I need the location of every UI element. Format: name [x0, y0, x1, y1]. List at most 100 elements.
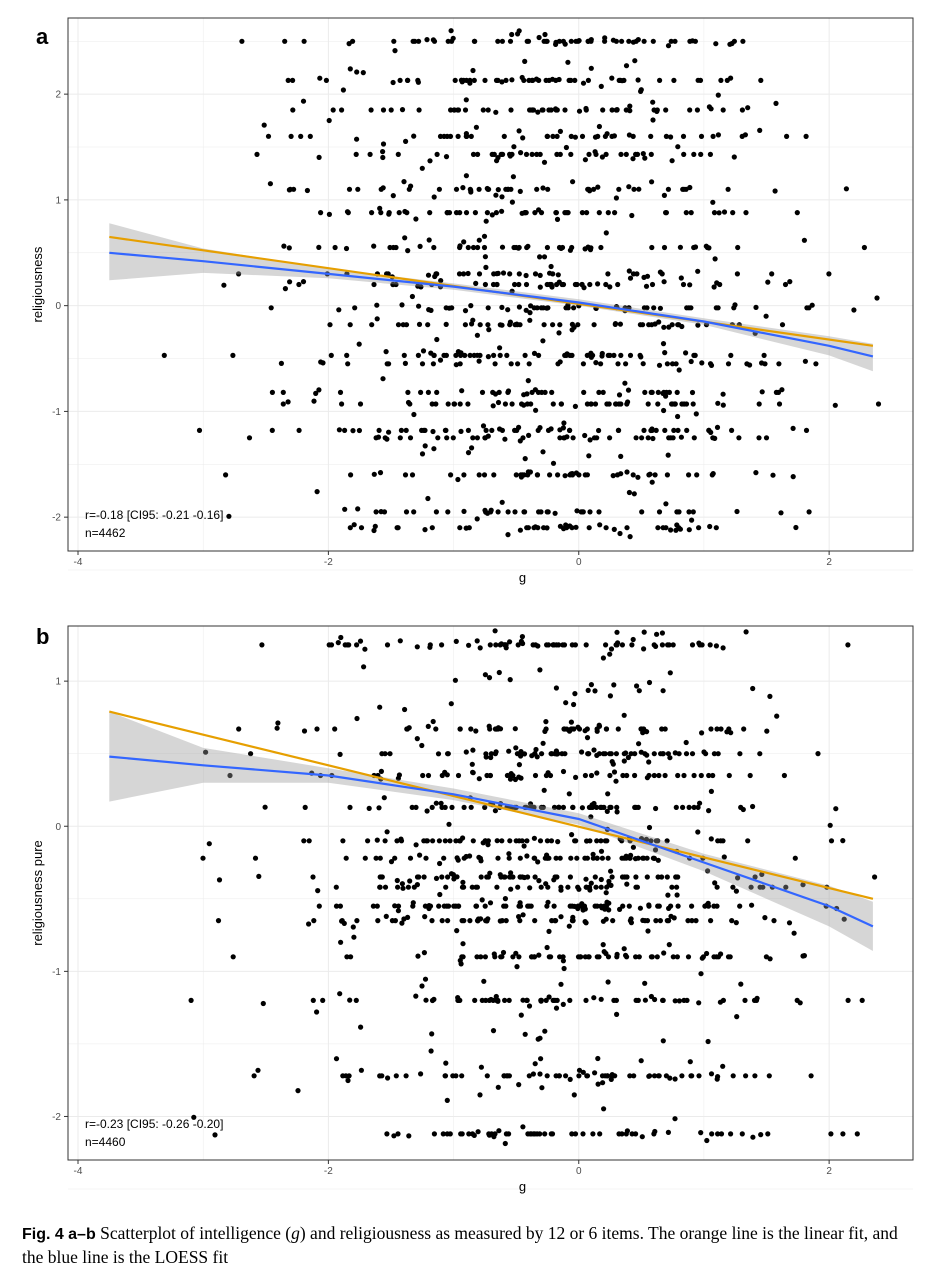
x-tick-label: 2: [826, 1166, 832, 1177]
scatter-point: [453, 362, 459, 368]
scatter-point: [533, 407, 539, 413]
scatter-point: [422, 903, 428, 909]
scatter-point: [872, 874, 878, 880]
scatter-point: [384, 829, 390, 835]
scatter-point: [413, 993, 419, 999]
scatter-point: [377, 855, 383, 861]
scatter-point: [638, 87, 644, 93]
scatter-point: [430, 37, 436, 43]
scatter-point: [452, 77, 458, 83]
scatter-point: [600, 107, 606, 113]
scatter-point: [402, 360, 408, 366]
scatter-point: [311, 398, 317, 404]
scatter-point: [503, 918, 509, 924]
scatter-point: [485, 107, 491, 113]
scatter-point: [460, 185, 466, 191]
scatter-point: [550, 460, 557, 466]
scatter-point: [536, 952, 542, 958]
scatter-point: [734, 1014, 740, 1020]
scatter-point: [641, 38, 647, 44]
scatter-point: [592, 401, 599, 407]
scatter-point: [403, 138, 409, 144]
scatter-point: [639, 1134, 645, 1140]
scatter-point: [617, 321, 624, 327]
scatter-point: [605, 210, 611, 216]
scatter-point: [566, 923, 572, 929]
scatter-point: [333, 903, 340, 909]
scatter-point: [634, 683, 640, 689]
scatter-point: [724, 729, 730, 735]
scatter-point: [513, 950, 519, 956]
scatter-point: [594, 838, 600, 844]
scatter-point: [661, 950, 667, 956]
scatter-point: [478, 954, 484, 960]
scatter-point: [598, 838, 604, 844]
scatter-point: [623, 361, 629, 367]
scatter-point: [498, 874, 504, 880]
scatter-point: [571, 305, 577, 311]
scatter-point: [555, 472, 561, 478]
scatter-point: [534, 472, 541, 478]
scatter-point: [485, 842, 491, 848]
scatter-point: [531, 350, 538, 356]
scatter-point: [416, 38, 422, 44]
scatter-point: [203, 749, 209, 755]
x-tick-label: 2: [826, 557, 832, 568]
scatter-point: [508, 107, 514, 113]
scatter-point: [729, 918, 735, 924]
scatter-point: [633, 954, 639, 960]
scatter-point: [708, 918, 714, 924]
scatter-point: [531, 1131, 537, 1137]
scatter-point: [304, 187, 310, 194]
scatter-point: [641, 427, 647, 433]
scatter-point: [619, 1131, 625, 1137]
scatter-point: [622, 380, 628, 386]
scatter-point: [621, 712, 627, 718]
scatter-point: [216, 877, 223, 883]
scatter-point: [482, 281, 488, 288]
scatter-point: [662, 350, 668, 356]
scatter-point: [752, 1073, 758, 1079]
scatter-point: [568, 38, 574, 44]
scatter-point: [526, 1073, 532, 1079]
scatter-point: [743, 1073, 749, 1079]
scatter-point: [524, 244, 530, 251]
scatter-point: [351, 522, 357, 528]
scatter-point: [650, 99, 656, 105]
scatter-point: [608, 646, 615, 652]
scatter-point: [395, 525, 401, 531]
scatter-point: [624, 469, 630, 475]
scatter-point: [794, 210, 800, 216]
scatter-point: [653, 805, 659, 812]
scatter-point: [571, 1092, 577, 1098]
scatter-point: [500, 949, 507, 956]
scatter-point: [460, 941, 466, 947]
scatter-point: [506, 855, 512, 861]
scatter-point: [706, 772, 712, 779]
scatter-point: [756, 435, 762, 441]
y-tick-label: 1: [55, 195, 61, 206]
scatter-point: [386, 210, 392, 216]
scatter-point: [588, 65, 594, 71]
scatter-point: [583, 105, 589, 112]
scatter-point: [493, 109, 499, 115]
scatter-point: [499, 427, 505, 433]
scatter-point: [486, 997, 492, 1003]
scatter-point: [422, 427, 428, 433]
scatter-point: [427, 642, 433, 648]
scatter-point: [548, 426, 554, 432]
scatter-point: [338, 939, 344, 945]
scatter-point: [652, 847, 659, 853]
scatter-point: [512, 322, 518, 328]
scatter-point: [540, 305, 546, 311]
scatter-point: [669, 361, 676, 367]
scatter-point: [475, 151, 481, 157]
scatter-point: [672, 1076, 678, 1082]
scatter-point: [487, 772, 493, 779]
scatter-point: [729, 40, 735, 47]
scatter-point: [477, 1092, 483, 1098]
scatter-point: [674, 892, 680, 898]
scatter-point: [603, 230, 609, 236]
scatter-point: [360, 70, 366, 76]
scatter-point: [540, 740, 546, 746]
